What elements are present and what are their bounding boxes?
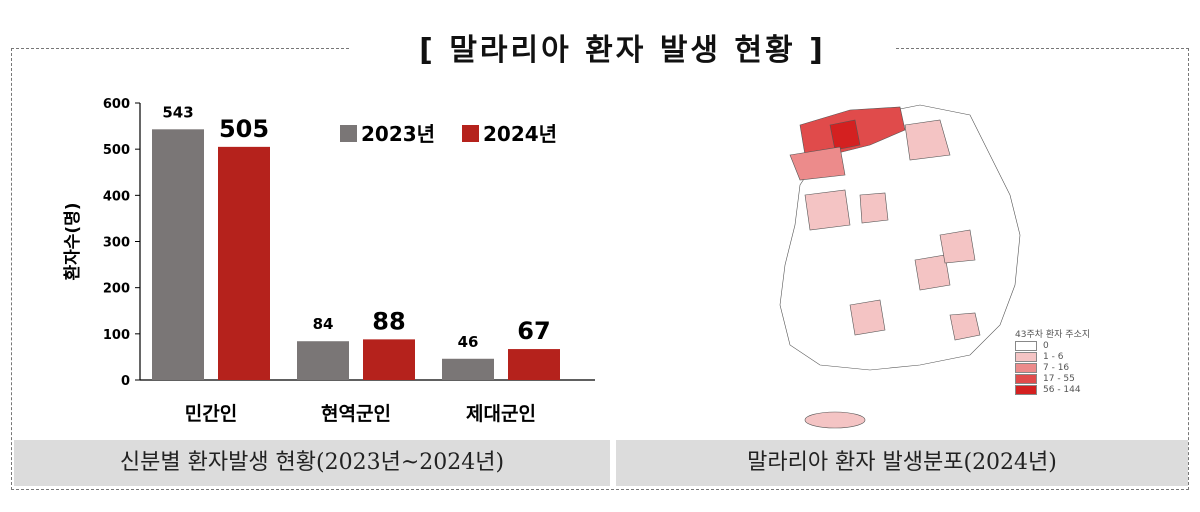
bar-value-label: 46 [458, 333, 479, 351]
legend-title: 43주차 환자 주소지 [1015, 330, 1091, 340]
legend-item: 7 - 16 [1015, 362, 1090, 373]
legend-swatch [1015, 373, 1037, 384]
y-tick-label: 100 [103, 328, 130, 343]
bar [508, 349, 560, 380]
legend-label: 56 - 144 [1043, 384, 1081, 395]
y-axis-label: 환자수(명) [63, 202, 83, 280]
legend-item: 17 - 55 [1015, 373, 1090, 384]
legend-label: 0 [1043, 340, 1049, 351]
legend-swatch [1015, 362, 1037, 373]
bar-value-label: 505 [219, 115, 269, 143]
title-box: [ 말라리아 환자 발생 현황 ] [350, 26, 895, 76]
legend-swatch [340, 125, 357, 142]
legend-swatch [462, 125, 479, 142]
legend-label: 2024년 [483, 122, 557, 146]
bar [442, 358, 494, 380]
legend-item: 0 [1015, 340, 1090, 351]
category-label: 민간인 [185, 403, 237, 425]
legend-swatch [1015, 351, 1037, 362]
legend-item: 1 - 6 [1015, 351, 1090, 362]
bar-value-label: 88 [372, 307, 405, 335]
legend-label: 1 - 6 [1043, 351, 1064, 362]
legend-label: 17 - 55 [1043, 373, 1075, 384]
bar-chart: 0 100 200 300 400 500 600 환자수(명) 543 505 민간인 84 88 현역… [63, 97, 595, 425]
legend-label: 7 - 16 [1043, 362, 1070, 373]
caption-right: 말라리아 환자 발생분포(2024년) [616, 440, 1188, 486]
bar [363, 339, 415, 380]
legend-swatch [1015, 384, 1037, 395]
y-tick-label: 0 [121, 374, 130, 389]
legend-item: 56 - 144 [1015, 384, 1090, 395]
y-tick-label: 300 [103, 236, 130, 251]
bar-value-label: 84 [313, 315, 334, 333]
page-title: [ 말라리아 환자 발생 현황 ] [419, 33, 826, 68]
y-tick-label: 500 [103, 143, 130, 158]
bar-value-label: 543 [162, 103, 193, 121]
y-tick-label: 600 [103, 97, 130, 112]
bar [152, 129, 204, 380]
y-tick-label: 200 [103, 282, 130, 297]
bar [297, 341, 349, 380]
bar [218, 146, 270, 380]
bar-value-label: 67 [517, 317, 550, 345]
y-tick-label: 400 [103, 189, 130, 204]
legend-label: 2023년 [361, 122, 435, 146]
category-label: 제대군인 [466, 403, 536, 425]
caption-left: 신분별 환자발생 현황(2023년~2024년) [14, 440, 610, 486]
category-label: 현역군인 [321, 403, 391, 425]
legend-swatch [1015, 340, 1037, 351]
korea-choropleth-map [779, 104, 1021, 429]
